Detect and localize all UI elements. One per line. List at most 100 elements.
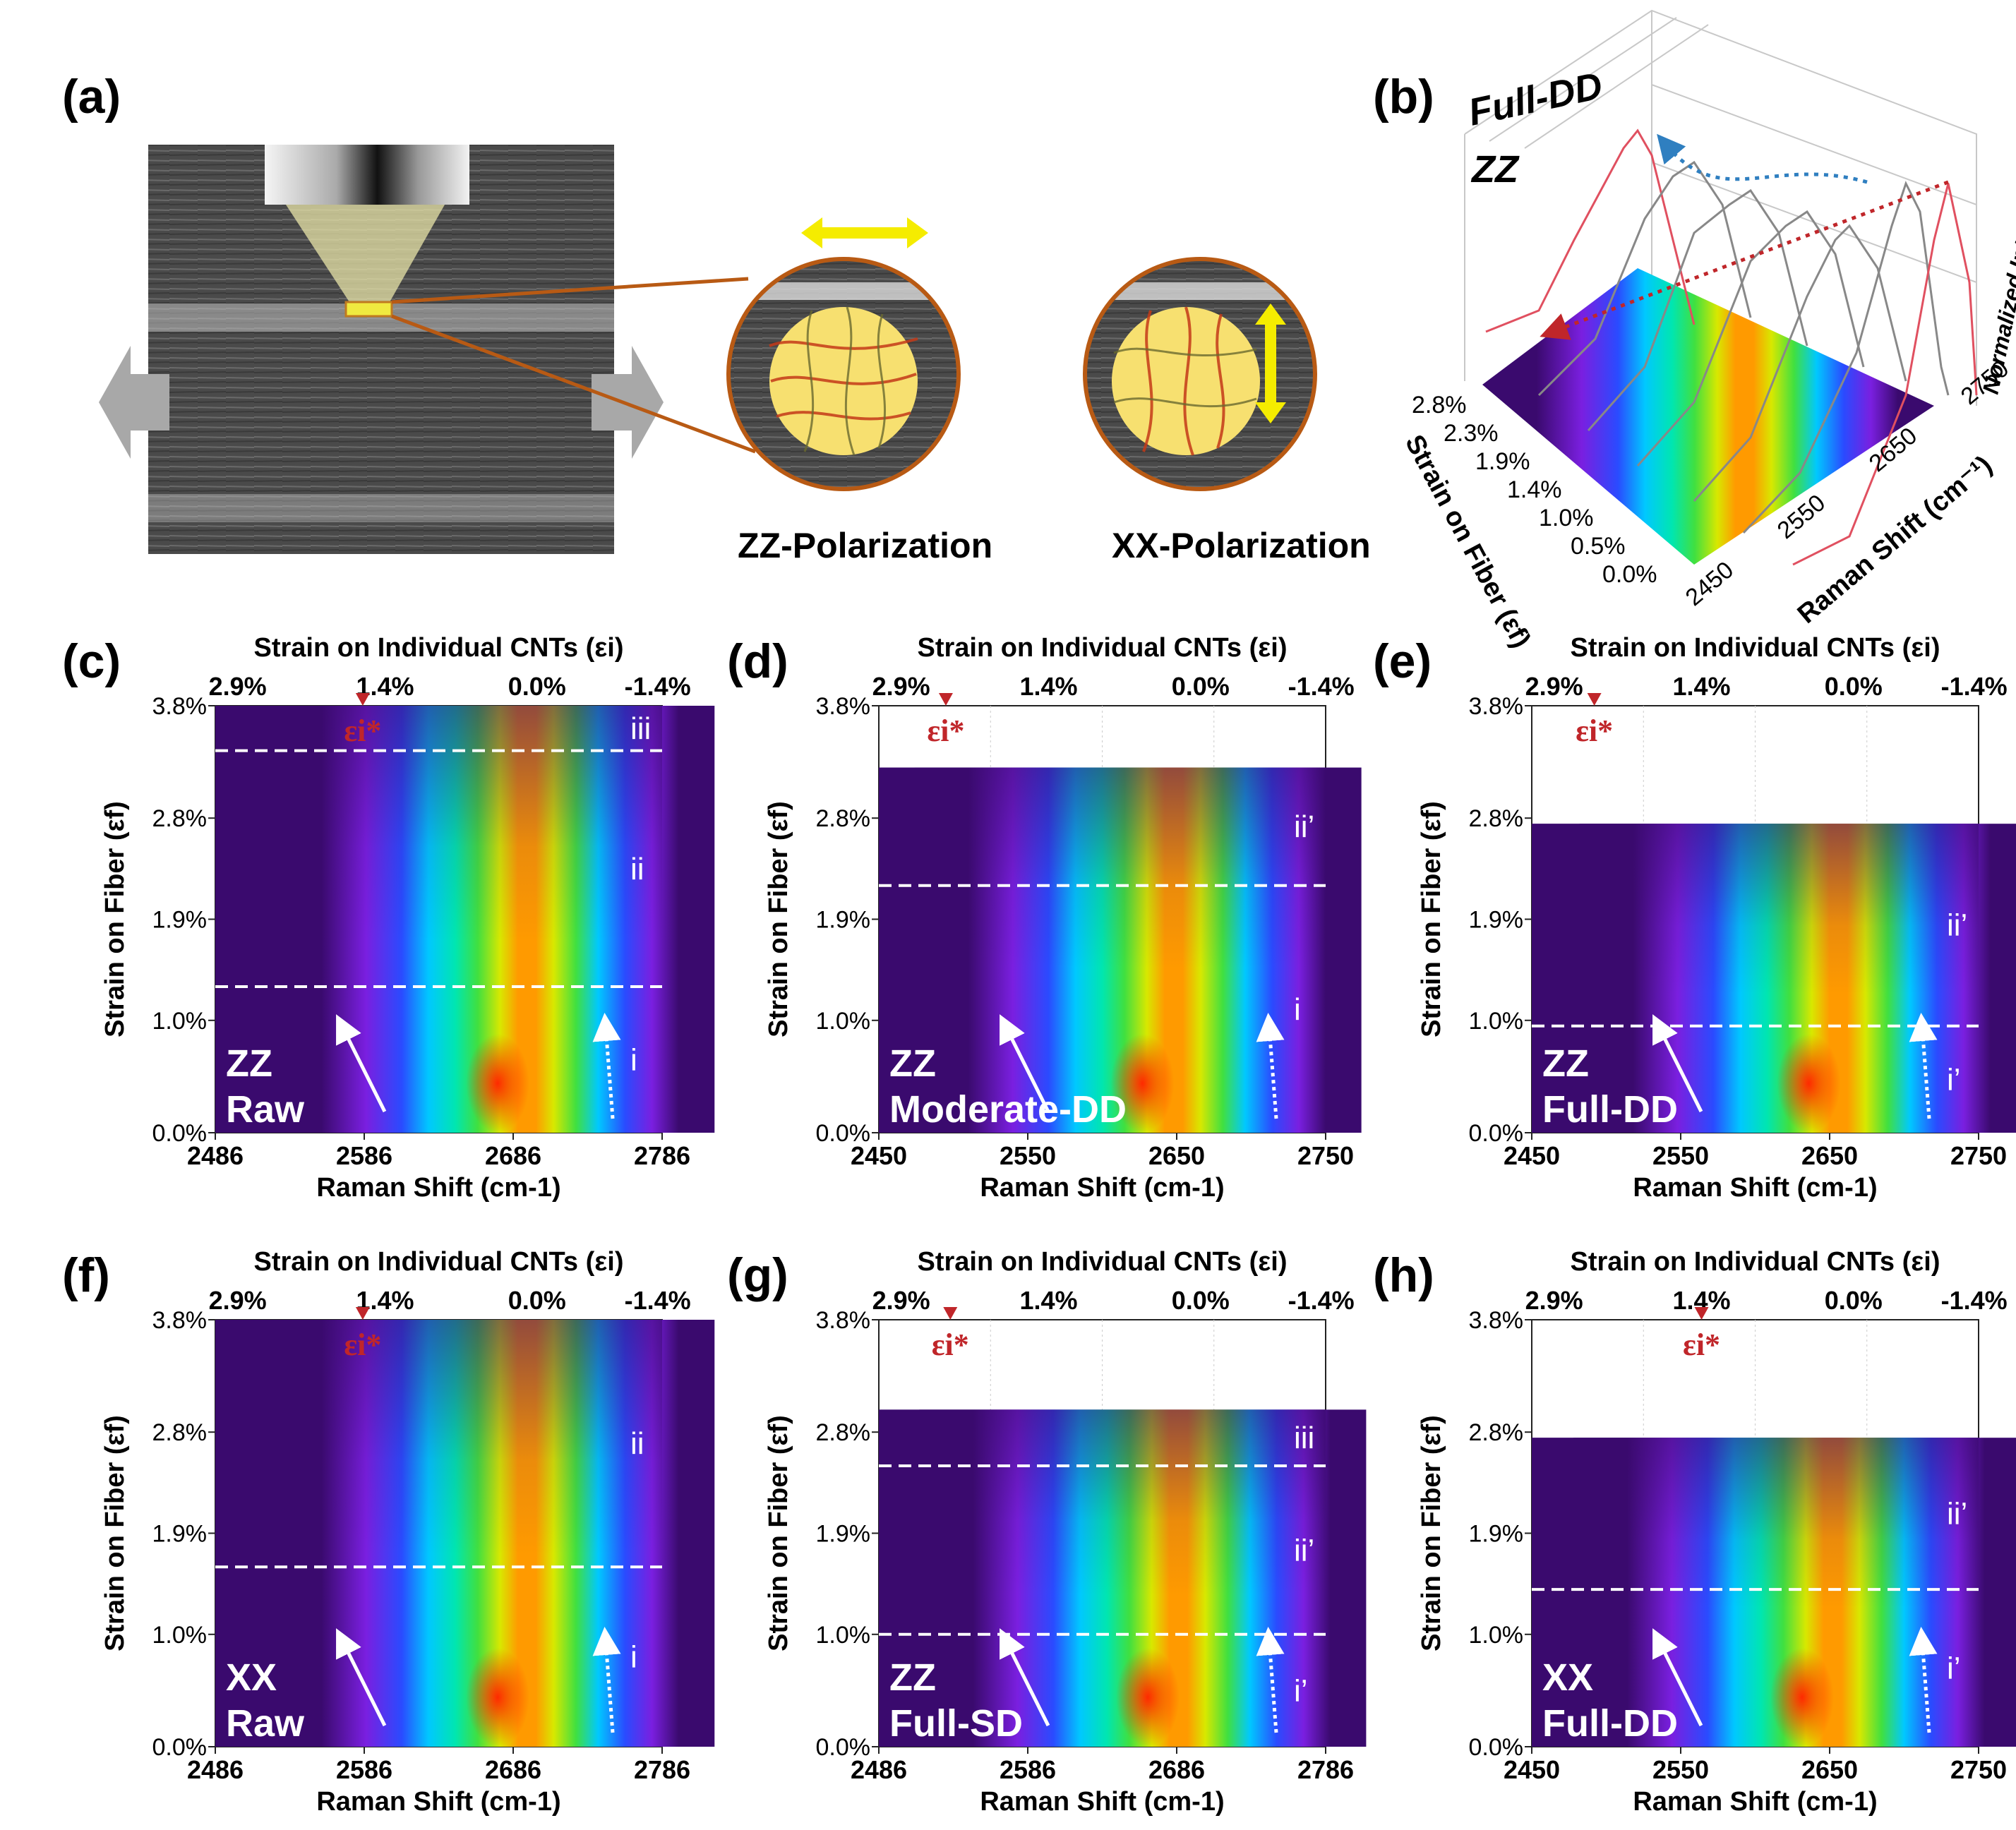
x-tick-label: 2550: [1000, 1141, 1056, 1170]
top-tick-label: 0.0%: [1825, 1286, 1883, 1315]
b-strain-tick: 2.3%: [1444, 420, 1499, 447]
heatmap-fade: [215, 706, 662, 941]
treatment-label: Full-DD: [1542, 1088, 1678, 1131]
region-label: i’: [1947, 1062, 1961, 1097]
region-label: i’: [1294, 1673, 1308, 1708]
y-tick-label: 2.8%: [1469, 805, 1524, 832]
top-tick-label: 0.0%: [1825, 672, 1883, 701]
zz-polarization-arrow: [801, 217, 928, 248]
top-tick-label: 2.9%: [1525, 672, 1583, 701]
critical-strain-marker: [938, 693, 953, 706]
y-tick-label: 1.0%: [816, 1622, 871, 1649]
x-axis-title: Raman Shift (cm-1): [316, 1787, 560, 1817]
critical-strain-marker: [355, 693, 370, 706]
heatmap-hotspot: [1777, 1034, 1841, 1133]
y-tick-label: 1.0%: [1469, 1622, 1524, 1649]
shoulder-shift-arrow-red: [1540, 180, 1949, 340]
b-strain-ticks: 2.8%2.3%1.9%1.4%1.0%0.5%0.0%: [1412, 392, 1657, 588]
heatmap-hotspot: [466, 1034, 530, 1133]
xx-polarization-arrow: [1255, 303, 1286, 423]
b-title-line1: Full-DD: [1465, 64, 1606, 134]
panel-b: (b) Full-DD ZZ Normalized Intensity 2.8%…: [1373, 9, 2016, 653]
shoulder-arrow: [1652, 1014, 1703, 1113]
top-tick-label: -1.4%: [625, 1286, 691, 1315]
panel-letter-b: (b): [1373, 70, 1434, 124]
spectra-traces: [1485, 128, 1978, 566]
top-axis-title: Strain on Individual CNTs (εi): [1570, 633, 1940, 663]
heatmap-hotspot: [466, 1648, 530, 1747]
y-tick-label: 1.0%: [152, 1008, 208, 1035]
y-tick-label: 3.8%: [816, 693, 871, 720]
y-axis-title: Strain on Fiber (εf): [1417, 801, 1446, 1037]
region-label: i: [630, 1640, 637, 1675]
treatment-label: Full-DD: [1542, 1702, 1678, 1745]
dotted-shoulder-arrow: [1909, 1013, 1938, 1119]
objective-lens: [265, 145, 469, 205]
y-tick-label: 0.0%: [816, 1734, 871, 1761]
shoulder-arrow: [336, 1628, 387, 1727]
y-tick-label: 1.0%: [816, 1008, 871, 1035]
top-tick-label: -1.4%: [1941, 1286, 2008, 1315]
critical-strain-marker: [943, 1307, 958, 1320]
y-axis-title: Strain on Fiber (εf): [764, 801, 793, 1037]
laser-cone: [286, 205, 445, 302]
b-strain-tick: 1.4%: [1507, 476, 1562, 503]
critical-strain-label: εi*: [344, 714, 381, 748]
y-tick-label: 1.0%: [152, 1622, 208, 1649]
y-tick-label: 1.9%: [152, 907, 208, 934]
region-label: ii’: [1947, 1497, 1967, 1531]
region-label: i’: [1947, 1651, 1961, 1686]
x-tick-label: 2686: [1148, 1755, 1205, 1784]
shoulder-arrow: [1652, 1628, 1703, 1727]
critical-strain-label: εi*: [1683, 1328, 1720, 1362]
top-tick-label: 1.4%: [1020, 1286, 1078, 1315]
critical-strain-label: εi*: [1576, 714, 1613, 748]
panel-letter-d: (d): [727, 634, 788, 688]
dotted-shoulder-arrow: [592, 1627, 621, 1733]
x-tick-label: 2450: [1504, 1755, 1560, 1784]
polarization-label: XX: [226, 1656, 277, 1699]
heatmap-fade: [215, 1320, 662, 1555]
x-axis-title: Raman Shift (cm-1): [1633, 1173, 1877, 1203]
x-tick-label: 2750: [1950, 1755, 2007, 1784]
region-label: ii’: [1294, 1533, 1314, 1567]
x-axis-title: Raman Shift (cm-1): [316, 1173, 560, 1203]
y-axis-title: Strain on Fiber (εf): [1417, 1415, 1446, 1651]
region-label: iii: [1294, 1421, 1314, 1455]
dotted-shoulder-arrow: [1256, 1627, 1285, 1733]
x-tick-label: 2786: [1297, 1755, 1354, 1784]
polarization-label: ZZ: [889, 1656, 936, 1699]
dotted-shoulder-arrow: [1909, 1627, 1938, 1733]
shoulder-arrow: [1000, 1628, 1050, 1727]
treatment-label: Full-SD: [889, 1702, 1023, 1745]
region-label: ii: [630, 1426, 644, 1461]
top-axis-title: Strain on Individual CNTs (εi): [917, 1247, 1287, 1277]
zz-caption: ZZ-Polarization: [738, 526, 992, 565]
b-strain-tick: 2.8%: [1412, 392, 1467, 419]
top-tick-label: 0.0%: [1172, 672, 1230, 701]
critical-strain-label: εi*: [927, 714, 964, 748]
dotted-shoulder-arrow: [592, 1013, 621, 1119]
x-tick-label: 2486: [851, 1755, 907, 1784]
top-tick-label: 2.9%: [1525, 1286, 1583, 1315]
top-axis-title: Strain on Individual CNTs (εi): [917, 633, 1287, 663]
tension-arrow-left: [99, 346, 169, 459]
y-tick-label: 1.9%: [152, 1521, 208, 1548]
y-tick-label: 0.0%: [152, 1120, 208, 1147]
y-tick-label: 2.8%: [152, 1419, 208, 1446]
y-tick-label: 0.0%: [816, 1120, 871, 1147]
x-tick-label: 2686: [485, 1141, 541, 1170]
top-tick-label: -1.4%: [1288, 1286, 1355, 1315]
x-tick-label: 2586: [336, 1141, 392, 1170]
x-tick-label: 2650: [1801, 1141, 1858, 1170]
region-label: ii: [630, 852, 644, 886]
x-tick-label: 2586: [336, 1755, 392, 1784]
top-tick-label: 2.9%: [209, 672, 267, 701]
panel-e: (e)ii’i’ZZFull-DD3.8%2.8%1.9%1.0%0.0%245…: [1373, 633, 2016, 1203]
laser-spot: [344, 301, 393, 318]
y-tick-label: 3.8%: [152, 693, 208, 720]
panel-letter-g: (g): [727, 1248, 788, 1302]
y-axis-title: Strain on Fiber (εf): [100, 1415, 130, 1651]
